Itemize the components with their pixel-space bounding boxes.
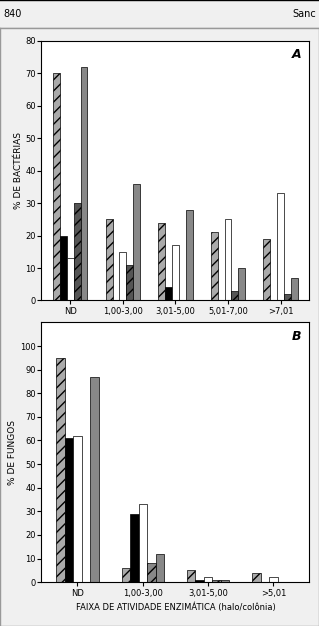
Bar: [156, 554, 164, 582]
Bar: [130, 514, 138, 582]
Bar: [231, 290, 238, 300]
Bar: [187, 570, 195, 582]
Y-axis label: % DE FUNGOS: % DE FUNGOS: [8, 420, 18, 485]
Bar: [158, 222, 165, 300]
Text: B: B: [292, 330, 301, 343]
Bar: [56, 358, 65, 582]
X-axis label: FAIXA DE ATIVIDADE ENZIMÁTICA (halo/colônia): FAIXA DE ATIVIDADE ENZIMÁTICA (halo/colô…: [76, 602, 275, 612]
Bar: [204, 577, 212, 582]
Bar: [133, 183, 140, 300]
Bar: [252, 573, 261, 582]
Bar: [225, 219, 231, 300]
Bar: [65, 438, 73, 582]
Bar: [138, 505, 147, 582]
Y-axis label: % DE BACTÉRIAS: % DE BACTÉRIAS: [13, 132, 23, 209]
Bar: [277, 193, 284, 300]
Bar: [74, 203, 81, 300]
Bar: [211, 232, 218, 300]
Bar: [67, 259, 74, 300]
Bar: [291, 278, 298, 300]
Bar: [284, 294, 291, 300]
Bar: [73, 436, 82, 582]
Bar: [221, 580, 229, 582]
Bar: [165, 287, 172, 300]
Bar: [53, 73, 60, 300]
Bar: [172, 245, 179, 300]
Text: 840: 840: [3, 9, 22, 19]
Text: Sanc: Sanc: [292, 9, 316, 19]
Bar: [186, 210, 193, 300]
Bar: [81, 66, 87, 300]
Bar: [269, 577, 278, 582]
Text: A: A: [292, 48, 301, 61]
Bar: [90, 377, 99, 582]
Bar: [147, 563, 156, 582]
Bar: [106, 219, 113, 300]
Bar: [122, 568, 130, 582]
Bar: [126, 265, 133, 300]
Bar: [263, 239, 270, 300]
Bar: [60, 235, 67, 300]
Bar: [238, 268, 245, 300]
Bar: [212, 580, 221, 582]
Bar: [195, 580, 204, 582]
Bar: [120, 252, 126, 300]
